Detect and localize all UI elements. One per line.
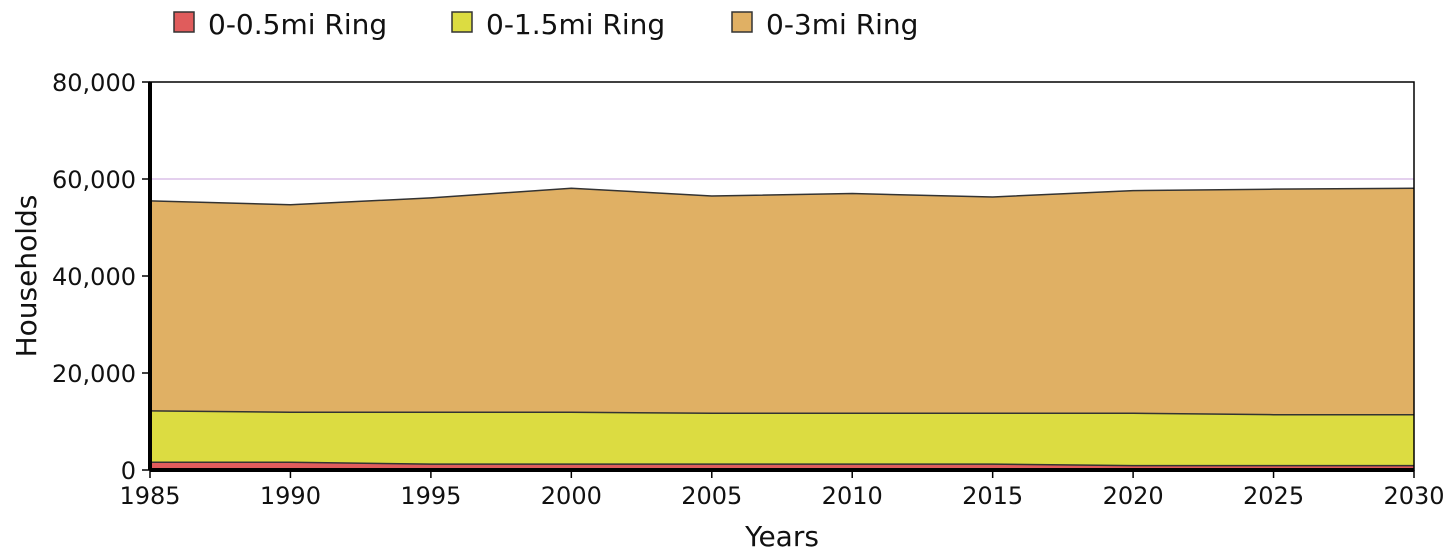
plot-area bbox=[149, 82, 1415, 470]
line-0-0-5mi-ring bbox=[150, 461, 1414, 467]
y-tick-label: 80,000 bbox=[52, 69, 136, 97]
y-tick-label: 20,000 bbox=[52, 360, 136, 388]
legend-label-0-0-5mi-ring: 0-0.5mi Ring bbox=[208, 8, 387, 41]
x-tick-label: 2025 bbox=[1243, 482, 1304, 510]
x-tick-label: 2015 bbox=[962, 482, 1023, 510]
legend-swatch-0-1-5mi-ring bbox=[451, 11, 473, 33]
legend-swatch-0-0-5mi-ring bbox=[173, 11, 195, 33]
legend-label-0-1-5mi-ring: 0-1.5mi Ring bbox=[486, 8, 665, 41]
legend-swatch-0-3mi-ring bbox=[731, 11, 753, 33]
axes: 0 20,000 40,000 60,000 80,000 1985 1990 1995 200… bbox=[52, 69, 1445, 510]
x-tick-label: 1995 bbox=[400, 482, 461, 510]
legend: 0-0.5mi Ring 0-1.5mi Ring 0-3mi Ring bbox=[173, 8, 918, 41]
x-axis-title: Years bbox=[744, 520, 819, 550]
y-tick-label: 40,000 bbox=[52, 263, 136, 291]
y-tick-label: 0 bbox=[121, 457, 136, 485]
y-axis-title: Households bbox=[10, 195, 43, 358]
x-tick-label: 2030 bbox=[1383, 482, 1444, 510]
legend-label-0-3mi-ring: 0-3mi Ring bbox=[766, 8, 918, 41]
x-tick-label: 2000 bbox=[541, 482, 602, 510]
y-tick-label: 60,000 bbox=[52, 166, 136, 194]
x-tick-label: 1990 bbox=[260, 482, 321, 510]
x-tick-label: 2005 bbox=[681, 482, 742, 510]
x-tick-label: 2020 bbox=[1103, 482, 1164, 510]
area-0-3mi-ring bbox=[150, 188, 1414, 470]
area-0-1-5mi-ring bbox=[150, 410, 1414, 470]
line-0-1-5mi-ring bbox=[149, 410, 1414, 416]
line-0-3mi-ring bbox=[149, 187, 1415, 206]
x-tick-label: 2010 bbox=[822, 482, 883, 510]
x-tick-label: 1985 bbox=[119, 482, 180, 510]
